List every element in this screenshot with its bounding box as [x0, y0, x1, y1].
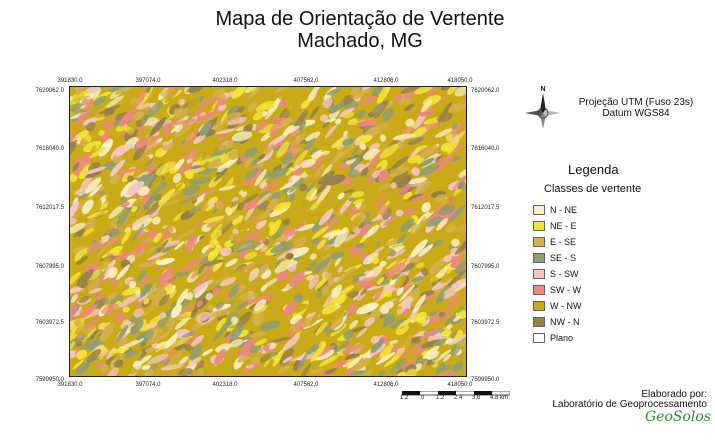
legend-swatch: [533, 237, 545, 247]
legend-label: Plano: [550, 333, 574, 343]
legend-item: W - NW: [533, 299, 582, 313]
y-tick-left: 7616040.0: [35, 146, 64, 152]
legend-label: SE - S: [550, 253, 577, 263]
x-tick-top: 407562.0: [293, 78, 319, 84]
north-arrow-icon: N: [525, 86, 561, 129]
y-tick-left: 7599950.0: [35, 377, 64, 383]
projection-line: Projeção UTM (Fuso 23s): [578, 97, 694, 108]
x-tick-bottom: 391830.0: [57, 382, 83, 388]
legend-swatch: [533, 221, 545, 231]
scale-tick: 2.4: [454, 395, 463, 401]
aspect-raster: [70, 87, 466, 376]
x-tick-top: 402318.0: [212, 78, 238, 84]
y-tick-right: 7599950.0: [471, 377, 500, 383]
legend-label: S - SW: [550, 269, 579, 279]
scale-tick: 0: [421, 395, 425, 401]
legend-subtitle: Classes de vertente: [544, 183, 642, 195]
legend-label: E - SE: [550, 237, 577, 247]
credit-lab: Laboratório de Geoprocessamento: [552, 399, 707, 410]
x-tick-bottom: 397074.0: [135, 382, 161, 388]
x-tick-top: 418050.0: [447, 78, 473, 84]
scale-tick: 4.8 km: [490, 395, 509, 401]
map-subtitle: Machado, MG: [297, 30, 423, 52]
y-tick-left: 7612017.5: [35, 205, 64, 211]
legend-swatch: [533, 269, 545, 279]
legend-label: NW - N: [550, 317, 580, 327]
legend-item: NW - N: [533, 315, 580, 329]
legend-item: SW - W: [533, 283, 581, 297]
y-tick-left: 7620062.0: [35, 88, 64, 94]
aspect-map[interactable]: [69, 86, 467, 377]
scale-tick: 3.6: [472, 395, 481, 401]
x-tick-bottom: 412806.0: [373, 382, 399, 388]
y-tick-right: 7612017.5: [471, 205, 500, 211]
geosolos-logo: GeoSolos: [645, 409, 712, 425]
legend-label: N - NE: [550, 205, 577, 215]
scale-tick: 1.2: [436, 395, 445, 401]
legend-swatch: [533, 205, 545, 215]
legend-label: W - NW: [550, 301, 582, 311]
y-tick-right: 7620062.0: [471, 88, 500, 94]
legend-title: Legenda: [568, 162, 619, 177]
legend-item: Plano: [533, 331, 573, 345]
x-tick-top: 397074.0: [135, 78, 161, 84]
legend-item: NE - E: [533, 219, 577, 233]
x-tick-bottom: 418050.0: [447, 382, 473, 388]
scale-tick: 1.2: [400, 395, 409, 401]
x-tick-top: 412806.0: [373, 78, 399, 84]
legend-swatch: [533, 301, 545, 311]
x-tick-bottom: 407562.0: [293, 382, 319, 388]
credit-heading: Elaborado por:: [641, 389, 707, 400]
legend-swatch: [533, 285, 545, 295]
legend-swatch: [533, 317, 545, 327]
legend-label: SW - W: [550, 285, 581, 295]
legend-swatch: [533, 333, 545, 343]
y-tick-left: 7607995.0: [35, 264, 64, 270]
x-tick-bottom: 402318.0: [212, 382, 238, 388]
projection-info: Projeção UTM (Fuso 23s) Datum WGS84: [566, 97, 706, 119]
legend-item: SE - S: [533, 251, 576, 265]
x-tick-top: 391830.0: [57, 78, 83, 84]
legend-item: N - NE: [533, 203, 577, 217]
legend-item: E - SE: [533, 235, 576, 249]
y-tick-right: 7603972.5: [471, 320, 500, 326]
north-label: N: [540, 86, 545, 93]
y-tick-left: 7603972.5: [35, 320, 64, 326]
y-tick-right: 7607995.0: [471, 264, 500, 270]
legend-label: NE - E: [550, 221, 577, 231]
y-tick-right: 7616040.0: [471, 146, 500, 152]
legend-item: S - SW: [533, 267, 579, 281]
scale-bar: [402, 391, 510, 396]
legend-swatch: [533, 253, 545, 263]
datum-line: Datum WGS84: [602, 108, 670, 119]
map-title: Mapa de Orientação de Vertente: [215, 8, 505, 30]
